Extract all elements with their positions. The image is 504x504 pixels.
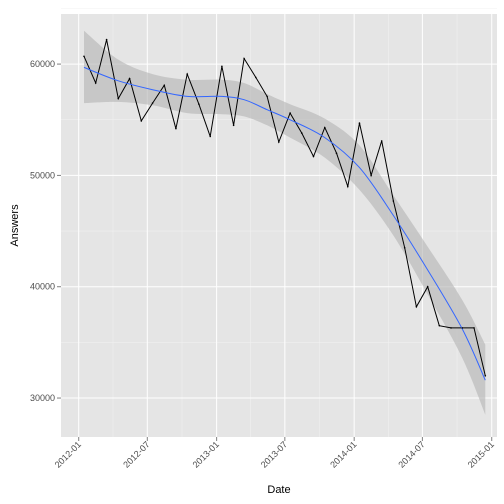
answers-data-point xyxy=(461,327,464,329)
answers-data-point xyxy=(370,174,372,177)
answers-data-point xyxy=(392,200,395,202)
x-axis-title: Date xyxy=(267,484,290,496)
x-tick-label: 2012-01 xyxy=(53,439,83,469)
answers-data-point xyxy=(221,65,223,68)
answers-data-point xyxy=(105,38,108,41)
x-tick-label: 2013-07 xyxy=(259,439,289,469)
y-axis-title: Answers xyxy=(9,204,21,247)
answers-data-point xyxy=(415,305,418,308)
answers-data-point xyxy=(438,324,441,327)
answers-data-point xyxy=(163,84,166,87)
answers-data-point xyxy=(323,126,326,129)
answers-data-point xyxy=(278,141,280,143)
answers-data-point xyxy=(209,135,212,138)
answers-data-point xyxy=(289,112,291,114)
answers-data-point xyxy=(358,122,361,124)
answers-data-point xyxy=(243,57,245,60)
answers-data-point xyxy=(473,327,475,329)
x-axis: 2012-01 2012-07 2013-01 2013-07 2014-01 2014-… xyxy=(53,437,496,470)
y-tick-label: 30000 xyxy=(30,393,55,403)
answers-data-point xyxy=(94,82,97,84)
y-tick-label: 60000 xyxy=(30,59,55,69)
y-tick-label: 50000 xyxy=(30,170,55,180)
answers-data-point xyxy=(232,124,235,127)
y-tick-label: 40000 xyxy=(30,282,55,292)
answers-data-point xyxy=(128,77,131,80)
answers-data-point xyxy=(403,246,406,249)
answers-data-point xyxy=(175,127,177,130)
x-tick-label: 2015-01 xyxy=(466,439,496,469)
answers-data-point xyxy=(426,285,429,288)
x-tick-label: 2012-07 xyxy=(121,439,151,469)
answers-data-point xyxy=(151,102,154,104)
answers-data-point xyxy=(335,152,338,154)
answers-line xyxy=(83,39,486,376)
answers-data-point xyxy=(300,132,303,134)
answers-data-point xyxy=(450,327,452,329)
answers-data-point xyxy=(312,155,315,158)
x-tick-label: 2014-01 xyxy=(328,439,358,469)
answers-data-point xyxy=(346,185,349,188)
answers-data-point xyxy=(255,76,257,79)
answers-data-points xyxy=(83,38,487,377)
answers-data-point xyxy=(380,140,383,142)
smooth-trend-line xyxy=(83,66,486,381)
x-tick-label: 2014-07 xyxy=(396,439,426,469)
answers-data-point xyxy=(198,103,200,105)
answers-data-point xyxy=(83,55,85,58)
answers-data-point xyxy=(117,97,120,100)
answers-data-point xyxy=(266,95,268,98)
y-axis: 30000 40000 50000 60000 xyxy=(30,59,61,403)
confidence-band xyxy=(84,30,486,415)
answers-data-point xyxy=(140,120,143,122)
answers-data-point xyxy=(186,73,189,75)
answers-data-point xyxy=(484,374,487,377)
x-tick-label: 2013-01 xyxy=(191,439,221,469)
